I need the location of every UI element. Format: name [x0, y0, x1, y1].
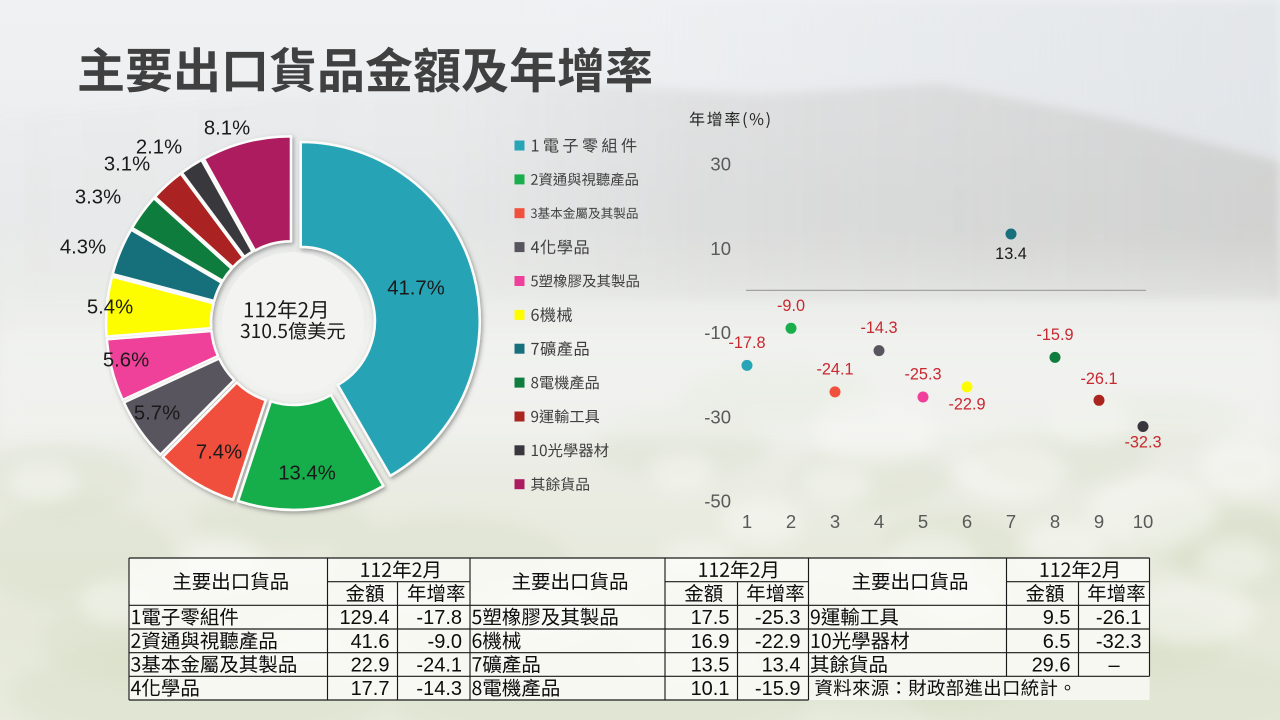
- svg-text:-9.0: -9.0: [777, 297, 805, 315]
- svg-text:9.5: 9.5: [1043, 607, 1071, 629]
- svg-text:17.7: 17.7: [351, 678, 390, 700]
- svg-text:-14.3: -14.3: [860, 319, 897, 337]
- svg-text:-10: -10: [704, 322, 731, 343]
- svg-text:5.4%: 5.4%: [87, 296, 133, 318]
- svg-text:13.4: 13.4: [762, 655, 801, 677]
- svg-text:-24.1: -24.1: [816, 360, 853, 378]
- svg-text:-14.3: -14.3: [416, 678, 462, 700]
- svg-text:17.5: 17.5: [691, 607, 730, 629]
- svg-text:13.5: 13.5: [691, 655, 730, 677]
- svg-text:10: 10: [710, 238, 731, 259]
- svg-text:22.9: 22.9: [351, 655, 390, 677]
- svg-text:-30: -30: [704, 406, 731, 427]
- svg-text:6.5: 6.5: [1043, 631, 1071, 653]
- svg-text:13.4%: 13.4%: [278, 462, 336, 484]
- svg-text:-26.1: -26.1: [1080, 370, 1117, 388]
- svg-text:-24.1: -24.1: [416, 655, 462, 677]
- svg-text:-32.3: -32.3: [1124, 434, 1161, 452]
- svg-text:5.6%: 5.6%: [103, 349, 149, 371]
- svg-text:10.1: 10.1: [691, 678, 730, 700]
- svg-text:5: 5: [918, 511, 928, 532]
- svg-text:2: 2: [786, 511, 796, 532]
- svg-text:-17.8: -17.8: [728, 334, 765, 352]
- svg-text:-15.9: -15.9: [1036, 326, 1073, 344]
- svg-text:41.6: 41.6: [351, 631, 390, 653]
- svg-text:8.1%: 8.1%: [204, 117, 250, 139]
- svg-text:29.6: 29.6: [1032, 655, 1071, 677]
- svg-text:-26.1: -26.1: [1096, 607, 1142, 629]
- svg-text:9: 9: [1094, 511, 1104, 532]
- svg-text:3.1%: 3.1%: [104, 153, 150, 175]
- svg-text:6: 6: [962, 511, 972, 532]
- svg-text:4.3%: 4.3%: [60, 236, 106, 258]
- svg-text:-15.9: -15.9: [755, 678, 801, 700]
- svg-text:10: 10: [1133, 511, 1154, 532]
- svg-text:-22.9: -22.9: [755, 631, 801, 653]
- svg-text:-17.8: -17.8: [416, 607, 462, 629]
- svg-text:–: –: [1108, 655, 1120, 677]
- svg-text:-25.3: -25.3: [904, 366, 941, 384]
- svg-text:1: 1: [742, 511, 752, 532]
- svg-text:-32.3: -32.3: [1096, 631, 1142, 653]
- svg-text:13.4: 13.4: [995, 245, 1027, 263]
- svg-text:16.9: 16.9: [691, 631, 730, 653]
- svg-text:4: 4: [874, 511, 884, 532]
- svg-text:129.4: 129.4: [339, 607, 389, 629]
- svg-text:3: 3: [830, 511, 840, 532]
- svg-text:8: 8: [1050, 511, 1060, 532]
- svg-text:7: 7: [1006, 511, 1016, 532]
- svg-text:30: 30: [710, 154, 731, 175]
- svg-text:-50: -50: [704, 491, 731, 512]
- svg-text:7.4%: 7.4%: [196, 441, 242, 463]
- svg-text:-22.9: -22.9: [948, 395, 985, 413]
- svg-text:5.7%: 5.7%: [134, 402, 180, 424]
- svg-text:2.1%: 2.1%: [136, 136, 182, 158]
- svg-text:-25.3: -25.3: [755, 607, 801, 629]
- svg-text:-9.0: -9.0: [428, 631, 462, 653]
- svg-text:41.7%: 41.7%: [387, 277, 445, 299]
- svg-text:3.3%: 3.3%: [75, 186, 121, 208]
